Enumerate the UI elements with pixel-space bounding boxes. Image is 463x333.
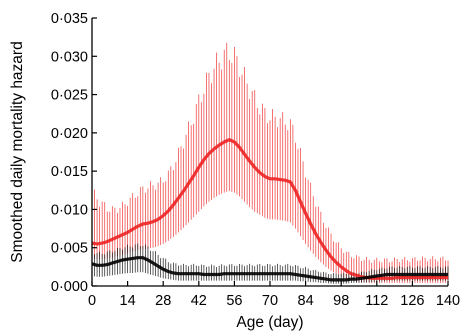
y-tick-label: 0·010: [51, 202, 88, 218]
x-tick-label: 70: [262, 293, 278, 309]
y-tick-label: 0·015: [51, 164, 88, 180]
y-tick-label: 0·020: [51, 126, 88, 142]
x-tick-label: 0: [88, 293, 96, 309]
ticks: 0 14 28 42 56 70 84 98 112 126 140 0·000 0·005 0·010 0…: [51, 11, 460, 309]
x-tick-label: 126: [400, 293, 424, 309]
x-tick-label: 56: [226, 293, 242, 309]
x-tick-label: 84: [298, 293, 314, 309]
y-tick-label: 0·000: [51, 279, 88, 295]
error-bars-layer: [91, 42, 449, 284]
x-tick-label: 28: [155, 293, 171, 309]
y-axis-title: Smoothed daily mortality hazard: [9, 41, 26, 262]
series-1-line: [91, 138, 448, 280]
y-tick-label: 0·005: [51, 241, 88, 257]
y-tick-label: 0·025: [51, 88, 88, 104]
x-tick-label: 98: [333, 293, 349, 309]
y-tick-label: 0·035: [51, 11, 88, 27]
x-tick-label: 140: [436, 293, 460, 309]
x-tick-label: 112: [365, 293, 388, 309]
x-tick-label: 42: [191, 293, 207, 309]
x-axis-title: Age (day): [236, 314, 303, 331]
series-lines-layer: [91, 138, 448, 282]
x-tick-label: 14: [120, 293, 136, 309]
y-tick-label: 0·030: [51, 49, 88, 65]
series-2-line: [91, 256, 448, 282]
